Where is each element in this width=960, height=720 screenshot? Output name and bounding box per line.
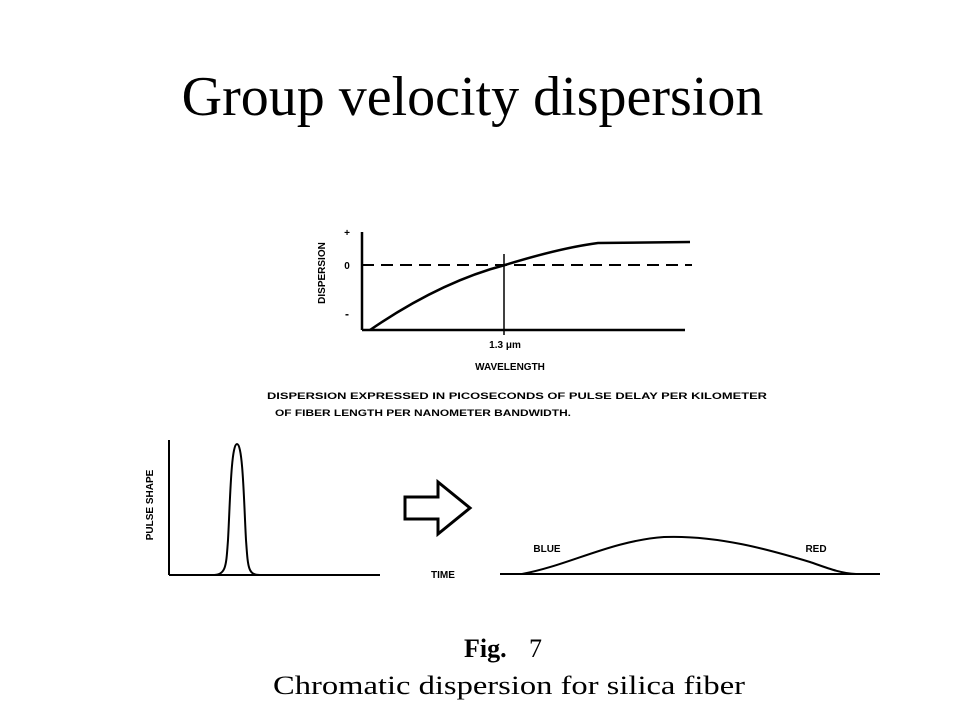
- dispersion-note: DISPERSION EXPRESSED IN PICOSECONDS OF P…: [267, 391, 767, 419]
- broadened-output-pulse: [521, 535, 857, 575]
- tick-minus-label: -: [345, 307, 349, 321]
- propagation-arrow-icon: [403, 478, 473, 538]
- wavelength-marker-label: 1.3 μm: [489, 340, 521, 351]
- pulse-shape-y-label: PULSE SHAPE: [145, 469, 156, 540]
- tick-zero-label: 0: [344, 261, 350, 272]
- wavelength-axis-label: WAVELENGTH: [475, 362, 545, 373]
- output-pulse-plot: BLUE RED: [500, 535, 880, 575]
- dispersion-plot: DISPERSION + 0 - 1.3 μm WAVELENGTH: [317, 228, 692, 373]
- note-line-2: OF FIBER LENGTH PER NANOMETER BANDWIDTH.: [275, 408, 571, 419]
- time-axis-label: TIME: [431, 570, 455, 581]
- red-label: RED: [805, 544, 826, 555]
- note-line-1: DISPERSION EXPRESSED IN PICOSECONDS OF P…: [267, 391, 767, 402]
- narrow-input-pulse: [211, 442, 261, 576]
- input-pulse-plot: PULSE SHAPE: [145, 440, 380, 576]
- dispersion-curve: [369, 240, 691, 332]
- dispersion-y-label: DISPERSION: [317, 242, 328, 304]
- caption-text: Chromatic dispersion for silica fiber: [273, 671, 745, 700]
- figure-caption: Fig. 7 Chromatic dispersion for silica f…: [273, 634, 745, 700]
- tick-plus-label: +: [344, 228, 350, 239]
- fig-label: Fig.: [464, 634, 507, 663]
- slide-title: Group velocity dispersion: [181, 66, 764, 128]
- fig-number: 7: [529, 634, 542, 663]
- blue-label: BLUE: [533, 544, 561, 555]
